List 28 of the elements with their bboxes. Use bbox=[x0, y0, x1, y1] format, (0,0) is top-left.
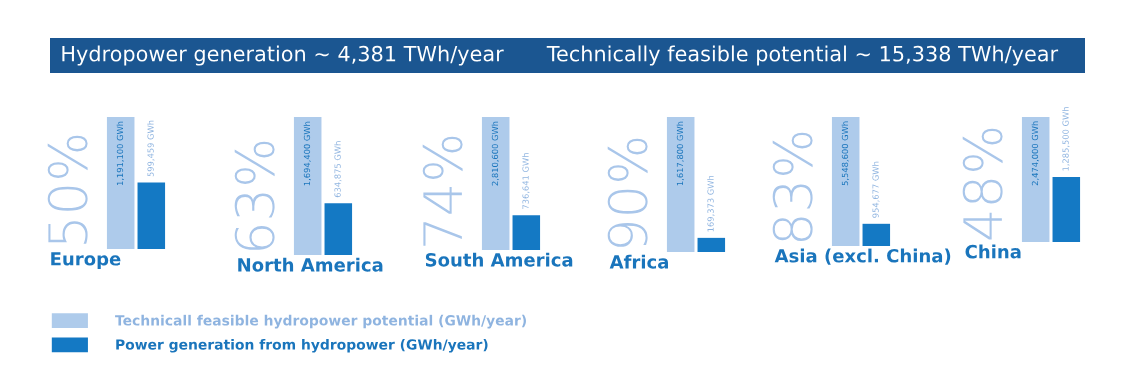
text: 48% bbox=[962, 128, 1003, 240]
text: 90% bbox=[607, 138, 648, 247]
data-label: 5,548,600 GWh bbox=[841, 121, 849, 186]
data-label: 169,373 GWh bbox=[707, 175, 715, 232]
data-label: 954,677 GWh bbox=[872, 161, 880, 218]
x-axis-title: South America bbox=[425, 252, 573, 267]
data-label: 1,617,800 GWh bbox=[676, 121, 684, 186]
text: Hydropower generation ~ 4,381 TWh/year bbox=[62, 45, 504, 66]
text: 50% bbox=[47, 135, 88, 244]
data-label: 2,474,000 GWh bbox=[1031, 121, 1039, 186]
data-label: 634,875 GWh bbox=[334, 141, 342, 198]
x-axis-title: Europe bbox=[51, 252, 121, 270]
data-label: 599,459 GWh bbox=[147, 120, 155, 177]
data-label: 1,694,400 GWh bbox=[303, 121, 311, 186]
text: 74% bbox=[422, 136, 463, 246]
data-label: 2,810,600 GWh bbox=[491, 121, 499, 186]
legend-label: Technicall feasible hydropower potential (GWh/year) bbox=[115, 314, 526, 329]
legend-label: Power generation from hydropower (GWh/year) bbox=[116, 338, 488, 353]
x-axis-title: Africa bbox=[609, 254, 668, 269]
x-axis-title: Asia (excl. China) bbox=[774, 248, 951, 265]
text: 83% bbox=[772, 132, 813, 242]
data-label: 1,285,500 GWh bbox=[1062, 107, 1070, 171]
text: 63% bbox=[234, 141, 275, 250]
data-label: 736,641 GWh bbox=[522, 153, 530, 209]
data-label: 1,191,100 GWh bbox=[116, 121, 124, 186]
x-axis-title: North America bbox=[238, 257, 383, 272]
text: Technically feasible potential ~ 15,338 TWh/year bbox=[546, 45, 1059, 66]
x-axis-title: China bbox=[965, 244, 1021, 259]
